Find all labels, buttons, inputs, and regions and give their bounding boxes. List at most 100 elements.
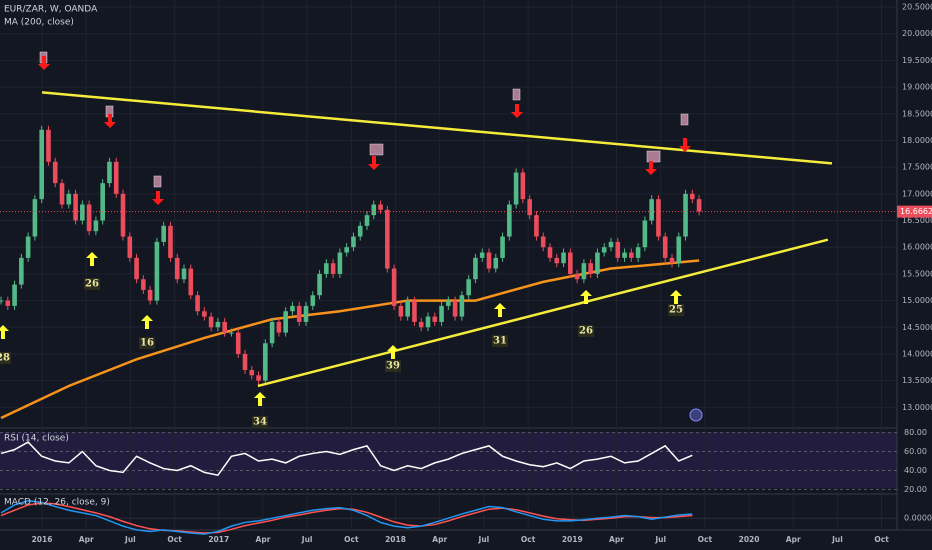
candle <box>378 204 383 210</box>
candle <box>52 161 58 184</box>
trendline <box>41 91 833 165</box>
candle <box>357 225 363 237</box>
y-tick-label: 18.00000 <box>902 136 932 145</box>
candle <box>337 252 343 274</box>
up-arrow <box>0 325 9 339</box>
candle <box>303 305 309 322</box>
y-tick-label: 20.00000 <box>902 29 932 38</box>
marker-box <box>153 175 162 188</box>
macd-tick-label: 0.00000 <box>904 514 932 523</box>
candle <box>107 161 112 184</box>
x-tick-label: Oct <box>874 535 889 544</box>
candle <box>222 321 227 333</box>
candle <box>635 247 641 258</box>
wave-count: 25 <box>669 305 683 316</box>
candle <box>364 215 370 226</box>
candle <box>154 241 160 301</box>
candle <box>473 257 478 280</box>
macd-line <box>0 499 693 535</box>
candle <box>351 236 356 248</box>
candle <box>100 183 105 221</box>
trendline <box>257 238 829 388</box>
candle <box>656 199 661 237</box>
candle <box>161 225 166 242</box>
x-tick-label: Jul <box>654 535 666 544</box>
candle <box>486 252 492 269</box>
wave-count: 39 <box>386 361 400 372</box>
candle <box>25 236 31 258</box>
macd-label: MACD (12, 26, close, 9) <box>4 498 110 508</box>
count-box <box>385 360 401 372</box>
y-tick-label: 19.00000 <box>902 83 932 92</box>
candle <box>93 220 99 232</box>
candle <box>5 300 11 306</box>
candle <box>601 247 607 253</box>
marker-box <box>680 113 689 126</box>
candle <box>540 236 546 248</box>
candle <box>669 257 675 264</box>
candle <box>690 193 695 200</box>
candle <box>263 343 268 381</box>
marker-box <box>646 150 661 163</box>
candle <box>446 300 451 306</box>
down-arrow <box>38 56 50 70</box>
x-tick-label: 2019 <box>562 535 583 544</box>
count-box <box>492 335 508 347</box>
down-arrow <box>104 114 116 128</box>
candle <box>418 321 424 328</box>
x-tick-label: 2017 <box>208 535 229 544</box>
up-arrow <box>494 303 506 317</box>
candle <box>276 321 282 333</box>
candle <box>608 241 614 248</box>
last-price-label: 16.66625 <box>900 207 932 216</box>
candle <box>283 311 288 333</box>
wave-count: 31 <box>493 336 507 347</box>
candle <box>439 305 444 322</box>
candle <box>174 257 180 280</box>
candle <box>513 172 519 205</box>
wave-count: 34 <box>253 417 267 428</box>
x-tick-label: 2016 <box>32 535 53 544</box>
x-tick-label: Oct <box>344 535 359 544</box>
candle <box>649 199 654 221</box>
last-price-tag <box>897 205 932 218</box>
rsi-tick-label: 20.00 <box>904 485 927 494</box>
candle <box>568 252 573 274</box>
candle <box>371 204 377 216</box>
x-tick-label: 2020 <box>739 535 760 544</box>
x-tick-label: Jul <box>478 535 490 544</box>
moving-average <box>0 259 700 420</box>
candle <box>12 284 17 306</box>
candle <box>662 236 668 258</box>
candle <box>642 220 648 248</box>
candle <box>561 252 566 264</box>
candle <box>412 300 417 322</box>
candle <box>385 209 390 269</box>
candle <box>676 236 682 264</box>
candle <box>66 193 72 205</box>
candle <box>39 129 44 200</box>
candle <box>459 295 465 317</box>
candle <box>86 204 92 232</box>
y-tick-label: 15.50000 <box>902 269 932 278</box>
candle <box>425 316 431 328</box>
candle <box>466 279 471 296</box>
x-tick-label: 2018 <box>385 535 406 544</box>
x-tick-label: Apr <box>609 535 624 544</box>
candle <box>344 247 349 253</box>
y-tick-label: 13.50000 <box>902 376 932 385</box>
x-tick-label: Apr <box>79 535 94 544</box>
x-tick-label: Jul <box>301 535 313 544</box>
candle <box>527 199 532 216</box>
candle <box>398 305 404 317</box>
wave-count: 16 <box>140 338 154 349</box>
event-icon[interactable] <box>689 408 703 422</box>
candle <box>507 204 512 237</box>
candle <box>588 263 593 274</box>
down-arrow <box>368 156 380 170</box>
rsi-tick-label: 40.00 <box>904 466 927 475</box>
candle <box>324 263 329 274</box>
wave-count: 26 <box>579 326 593 337</box>
x-tick-label: Oct <box>167 535 182 544</box>
up-arrow <box>141 315 153 329</box>
